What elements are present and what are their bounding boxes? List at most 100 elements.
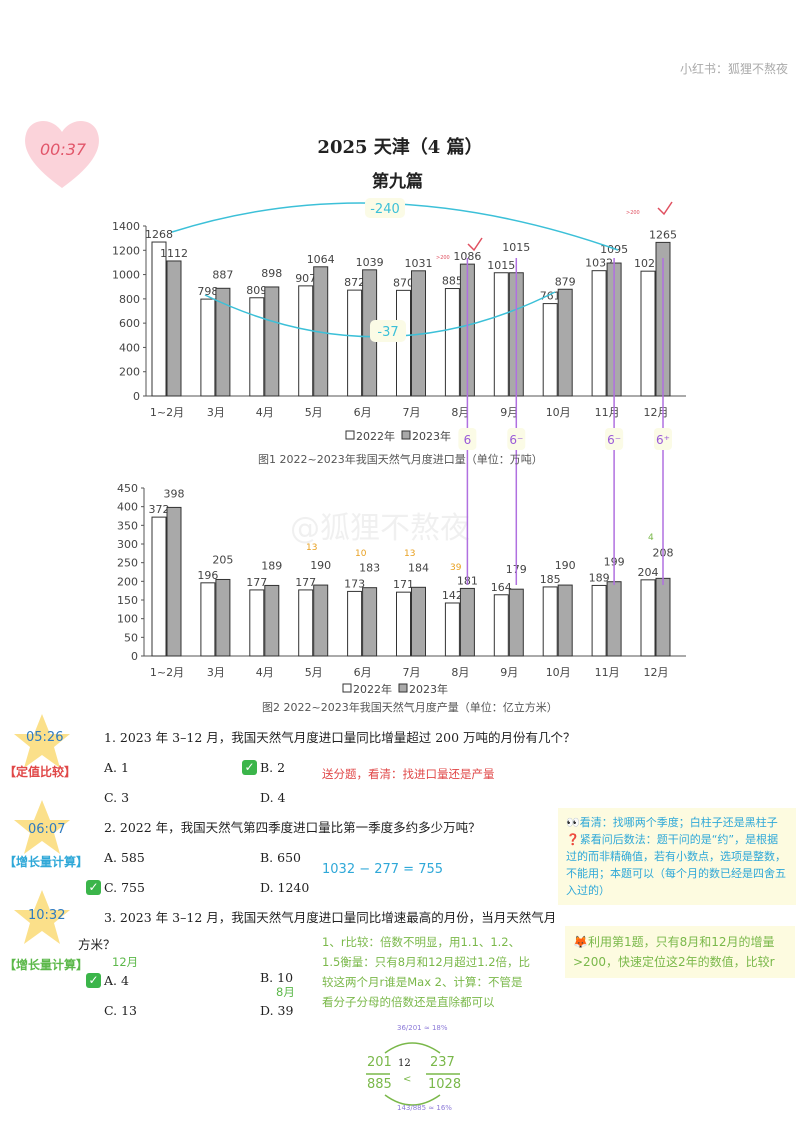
bar-2022年 bbox=[249, 589, 265, 657]
q2-option-c[interactable]: C. 755 bbox=[104, 880, 145, 895]
bar-2022年 bbox=[542, 586, 558, 657]
legend-swatch-2022 bbox=[345, 430, 355, 440]
q1-option-c[interactable]: C. 3 bbox=[104, 790, 130, 805]
data-label: 1268 bbox=[145, 228, 173, 241]
note-bubble bbox=[458, 428, 477, 450]
check-mark-icon bbox=[467, 237, 483, 252]
x-tick-label: 4月 bbox=[256, 406, 274, 419]
q2-option-d[interactable]: D. 1240 bbox=[260, 880, 310, 895]
y-tick-label: 1400 bbox=[112, 220, 140, 233]
small-note: >200 bbox=[436, 255, 450, 261]
legend-swatch-2023 bbox=[398, 683, 408, 693]
note-bubble bbox=[370, 320, 406, 342]
bar-2022年 bbox=[200, 582, 216, 657]
diff-note: 13 bbox=[306, 543, 317, 553]
bar-2023年 bbox=[606, 581, 622, 657]
q1-option-d[interactable]: D. 4 bbox=[260, 790, 286, 805]
data-label: 1028 bbox=[634, 257, 662, 270]
note-bubble bbox=[654, 428, 672, 450]
bar-2023年 bbox=[411, 586, 426, 657]
page-title: 2025 天津（4 篇） bbox=[317, 137, 483, 158]
bar-2023年 bbox=[166, 260, 182, 397]
fraction-bottom-note: 143/885 ≈ 16% bbox=[397, 1104, 452, 1112]
data-label: 190 bbox=[310, 559, 331, 572]
q1-time: 05:26 bbox=[26, 730, 64, 745]
y-tick-label: 400 bbox=[119, 341, 140, 354]
q2-option-b[interactable]: B. 650 bbox=[260, 850, 301, 865]
star-icon bbox=[14, 800, 70, 854]
y-tick-label: 250 bbox=[117, 557, 138, 570]
q3-text: 3. 2023 年 3–12 月，我国天然气月度进口量同比增速最高的月份，当月天… bbox=[104, 910, 554, 925]
data-label: 398 bbox=[164, 487, 185, 500]
data-label: 173 bbox=[344, 577, 365, 590]
data-label: 190 bbox=[555, 559, 576, 572]
mark-label: 6⁺ bbox=[656, 433, 670, 447]
fraction-right-den: 1028 bbox=[428, 1077, 462, 1092]
q3-option-b[interactable]: B. 10 bbox=[260, 970, 294, 985]
bar-2022年 bbox=[396, 591, 411, 657]
bar-2023年 bbox=[459, 587, 475, 657]
data-label: 189 bbox=[261, 559, 282, 572]
q3-option-a[interactable]: A. 4 bbox=[104, 973, 129, 988]
chart2-caption: 图2 2022~2023年我国天然气月度产量（单位：亿立方米） bbox=[262, 701, 558, 714]
q2-note-box: 👀看清：找哪两个季度；白柱子还是黑柱子 ❓紧看问后数法：题干问的是“约”，是根据… bbox=[558, 808, 796, 905]
bar-2022年 bbox=[640, 579, 656, 657]
q1-option-a[interactable]: A. 1 bbox=[104, 760, 129, 775]
check-icon: ✓ bbox=[242, 760, 257, 775]
x-tick-label: 5月 bbox=[305, 666, 323, 679]
x-tick-label: 1~2月 bbox=[150, 406, 184, 419]
legend-label-2023: 2023年 bbox=[412, 429, 451, 443]
data-label: 204 bbox=[638, 566, 659, 579]
bar-2023年 bbox=[557, 288, 573, 397]
legend-label-2023: 2023年 bbox=[409, 682, 448, 696]
q3-option-d[interactable]: D. 39 bbox=[260, 1003, 294, 1018]
y-tick-label: 0 bbox=[131, 650, 138, 663]
bar-2022年 bbox=[151, 241, 167, 397]
legend-swatch-2023 bbox=[401, 430, 411, 440]
bar-2022年 bbox=[444, 288, 460, 397]
data-label: 872 bbox=[344, 276, 365, 289]
q3-option-c[interactable]: C. 13 bbox=[104, 1003, 137, 1018]
q2-tag: 【增长量计算】 bbox=[4, 855, 89, 869]
y-tick-label: 200 bbox=[119, 366, 140, 379]
y-tick-label: 200 bbox=[117, 575, 138, 588]
y-tick-label: 1200 bbox=[112, 244, 140, 257]
data-label: 177 bbox=[246, 576, 267, 589]
note-bubble bbox=[507, 428, 526, 450]
data-label: 1064 bbox=[307, 253, 335, 266]
check-mark-icon bbox=[657, 201, 673, 216]
fraction-left-den: 885 bbox=[367, 1077, 392, 1092]
q1-option-b[interactable]: B. 2 bbox=[260, 760, 286, 775]
fraction-top-note: 36/201 ≈ 18% bbox=[397, 1024, 448, 1032]
watermark: 小红书：狐狸不熬夜 bbox=[679, 62, 788, 76]
q3-time: 10:32 bbox=[28, 908, 66, 923]
data-label: 1086 bbox=[453, 250, 481, 263]
small-note: >200 bbox=[626, 210, 640, 216]
q3-note: 1、r比较：倍数不明显，用1.1、1.2、1.5衡量：只有8月和12月超过1.2… bbox=[322, 935, 531, 1009]
x-tick-label: 7月 bbox=[403, 666, 421, 679]
x-tick-label: 6月 bbox=[354, 666, 372, 679]
diff-note: 13 bbox=[404, 549, 415, 559]
bar-2022年 bbox=[493, 594, 509, 657]
fraction-compare: < bbox=[403, 1074, 412, 1085]
q2-time: 06:07 bbox=[28, 822, 66, 837]
data-label: 164 bbox=[491, 581, 512, 594]
bar-2022年 bbox=[396, 289, 411, 397]
q2-option-a[interactable]: A. 585 bbox=[104, 850, 145, 865]
mark-label: 6⁻ bbox=[509, 433, 523, 447]
legend-label-2022: 2022年 bbox=[356, 429, 395, 443]
x-tick-label: 4月 bbox=[256, 666, 274, 679]
bar-2023年 bbox=[166, 506, 182, 657]
data-label: 879 bbox=[555, 275, 576, 288]
x-tick-label: 11月 bbox=[595, 666, 620, 679]
data-label: 1031 bbox=[405, 257, 433, 270]
x-tick-label: 8月 bbox=[451, 406, 469, 419]
data-label: 870 bbox=[393, 276, 414, 289]
x-tick-label: 3月 bbox=[207, 406, 225, 419]
mark-label: 6 bbox=[464, 433, 472, 447]
bar-2022年 bbox=[298, 285, 314, 397]
y-tick-label: 0 bbox=[133, 390, 140, 403]
timer: 00:37 bbox=[40, 140, 87, 159]
bar-2022年 bbox=[347, 590, 363, 657]
